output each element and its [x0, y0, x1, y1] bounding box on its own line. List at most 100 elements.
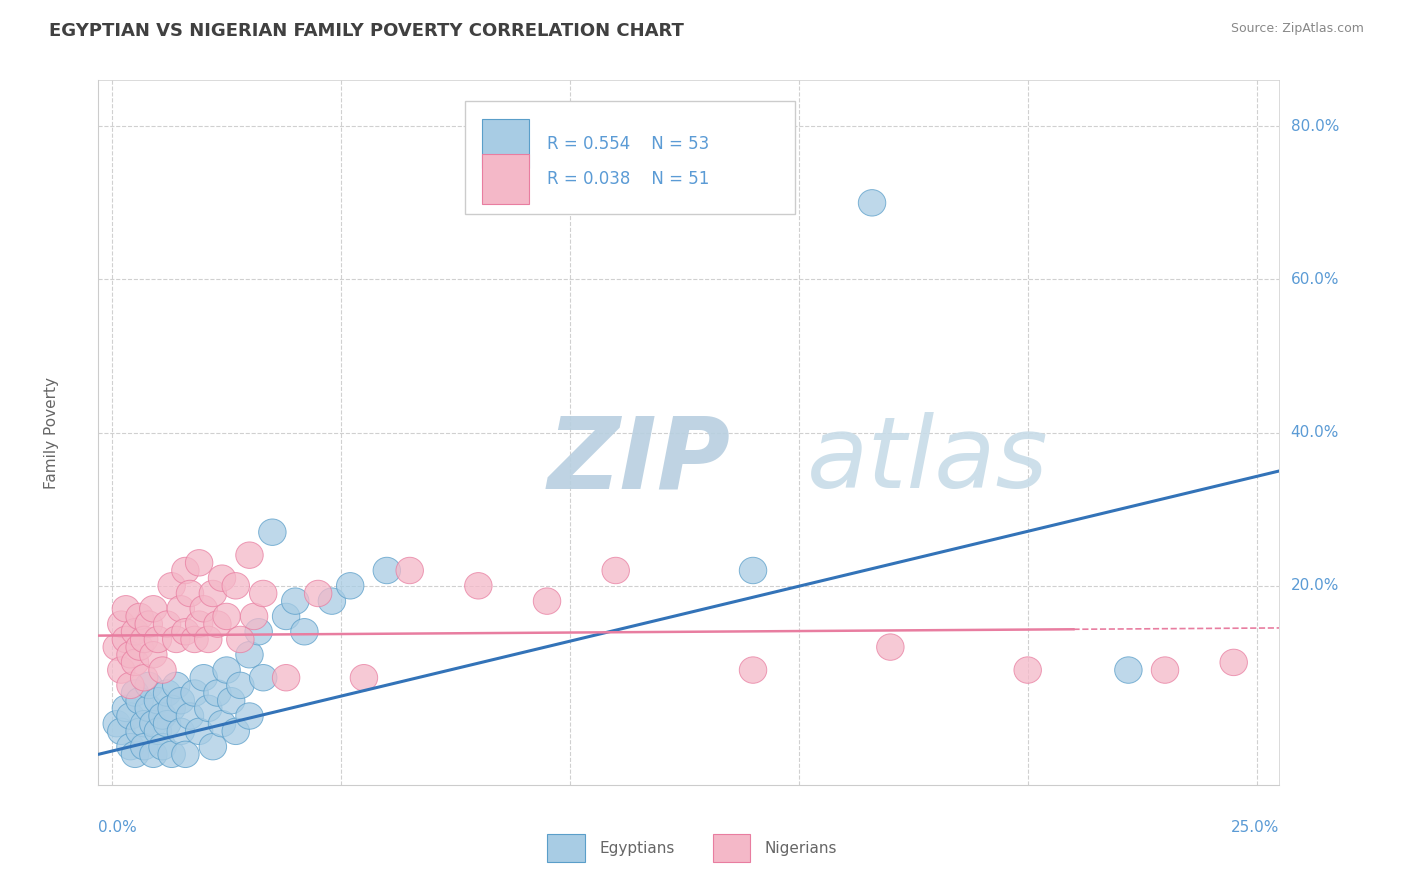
Ellipse shape: [291, 618, 318, 645]
Ellipse shape: [222, 718, 249, 745]
FancyBboxPatch shape: [464, 102, 796, 214]
Ellipse shape: [226, 626, 254, 653]
Ellipse shape: [533, 588, 561, 615]
Ellipse shape: [117, 641, 145, 668]
Ellipse shape: [139, 741, 167, 767]
Ellipse shape: [396, 558, 423, 583]
Ellipse shape: [236, 641, 263, 668]
Text: EGYPTIAN VS NIGERIAN FAMILY POVERTY CORRELATION CHART: EGYPTIAN VS NIGERIAN FAMILY POVERTY CORR…: [49, 22, 685, 40]
Ellipse shape: [249, 581, 277, 607]
Ellipse shape: [200, 733, 226, 760]
Text: R = 0.554    N = 53: R = 0.554 N = 53: [547, 135, 710, 153]
Ellipse shape: [318, 588, 346, 615]
Ellipse shape: [153, 680, 181, 706]
Ellipse shape: [139, 596, 167, 622]
Ellipse shape: [208, 565, 236, 591]
Ellipse shape: [135, 673, 163, 698]
Ellipse shape: [117, 673, 145, 698]
Ellipse shape: [190, 665, 218, 691]
FancyBboxPatch shape: [547, 834, 585, 863]
Text: atlas: atlas: [807, 412, 1049, 509]
Ellipse shape: [222, 573, 249, 599]
FancyBboxPatch shape: [482, 154, 530, 203]
Text: Source: ZipAtlas.com: Source: ZipAtlas.com: [1230, 22, 1364, 36]
Ellipse shape: [281, 588, 309, 615]
Ellipse shape: [139, 710, 167, 737]
Ellipse shape: [858, 190, 886, 216]
Ellipse shape: [181, 680, 208, 706]
Ellipse shape: [249, 665, 277, 691]
FancyBboxPatch shape: [482, 119, 530, 169]
Ellipse shape: [131, 733, 157, 760]
Text: Family Poverty: Family Poverty: [44, 376, 59, 489]
Ellipse shape: [131, 665, 157, 691]
Ellipse shape: [135, 611, 163, 637]
Ellipse shape: [127, 634, 153, 660]
Ellipse shape: [149, 733, 176, 760]
Ellipse shape: [373, 558, 401, 583]
Ellipse shape: [121, 680, 149, 706]
Ellipse shape: [108, 611, 135, 637]
Ellipse shape: [208, 710, 236, 737]
Ellipse shape: [218, 688, 245, 714]
Ellipse shape: [131, 626, 157, 653]
Ellipse shape: [236, 703, 263, 730]
Text: 0.0%: 0.0%: [98, 820, 138, 835]
Text: 80.0%: 80.0%: [1291, 119, 1339, 134]
Ellipse shape: [117, 703, 145, 730]
Ellipse shape: [108, 718, 135, 745]
Text: 60.0%: 60.0%: [1291, 272, 1339, 287]
Ellipse shape: [135, 695, 163, 722]
Ellipse shape: [305, 581, 332, 607]
Text: ZIP: ZIP: [547, 412, 730, 509]
Ellipse shape: [190, 596, 218, 622]
Ellipse shape: [212, 603, 240, 630]
Text: Nigerians: Nigerians: [765, 841, 837, 856]
Text: R = 0.038    N = 51: R = 0.038 N = 51: [547, 170, 710, 188]
Text: Egyptians: Egyptians: [599, 841, 675, 856]
Ellipse shape: [167, 688, 194, 714]
Ellipse shape: [186, 718, 212, 745]
Ellipse shape: [112, 695, 139, 722]
Text: 25.0%: 25.0%: [1232, 820, 1279, 835]
Ellipse shape: [1152, 657, 1178, 683]
Ellipse shape: [112, 596, 139, 622]
Ellipse shape: [139, 641, 167, 668]
Ellipse shape: [186, 549, 212, 576]
Ellipse shape: [336, 573, 364, 599]
Ellipse shape: [245, 618, 273, 645]
Ellipse shape: [157, 573, 186, 599]
Ellipse shape: [172, 558, 200, 583]
Ellipse shape: [273, 603, 299, 630]
Ellipse shape: [163, 673, 190, 698]
Ellipse shape: [1014, 657, 1042, 683]
Ellipse shape: [127, 718, 153, 745]
Text: 40.0%: 40.0%: [1291, 425, 1339, 440]
Ellipse shape: [145, 718, 172, 745]
Ellipse shape: [157, 695, 186, 722]
Ellipse shape: [740, 657, 766, 683]
Ellipse shape: [167, 718, 194, 745]
Ellipse shape: [204, 611, 231, 637]
Ellipse shape: [194, 695, 222, 722]
Ellipse shape: [1115, 657, 1142, 683]
Ellipse shape: [200, 581, 226, 607]
Ellipse shape: [153, 611, 181, 637]
Ellipse shape: [127, 688, 153, 714]
Ellipse shape: [240, 603, 267, 630]
Ellipse shape: [167, 596, 194, 622]
Ellipse shape: [103, 710, 131, 737]
Ellipse shape: [157, 741, 186, 767]
Ellipse shape: [103, 634, 131, 660]
Ellipse shape: [1220, 649, 1247, 675]
Ellipse shape: [226, 673, 254, 698]
Ellipse shape: [163, 626, 190, 653]
Ellipse shape: [350, 665, 378, 691]
Ellipse shape: [149, 703, 176, 730]
Ellipse shape: [145, 626, 172, 653]
Ellipse shape: [876, 634, 904, 660]
Ellipse shape: [131, 710, 157, 737]
Ellipse shape: [204, 680, 231, 706]
Ellipse shape: [172, 618, 200, 645]
Ellipse shape: [176, 703, 204, 730]
